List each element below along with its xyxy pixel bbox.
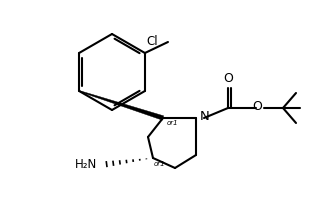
Text: N: N	[200, 110, 210, 123]
Text: O: O	[252, 101, 262, 114]
Text: or1: or1	[154, 161, 166, 167]
Text: or1: or1	[167, 120, 179, 126]
Polygon shape	[79, 90, 164, 120]
Text: O: O	[223, 72, 233, 85]
Text: H₂N: H₂N	[75, 158, 97, 172]
Text: Cl: Cl	[146, 35, 158, 48]
